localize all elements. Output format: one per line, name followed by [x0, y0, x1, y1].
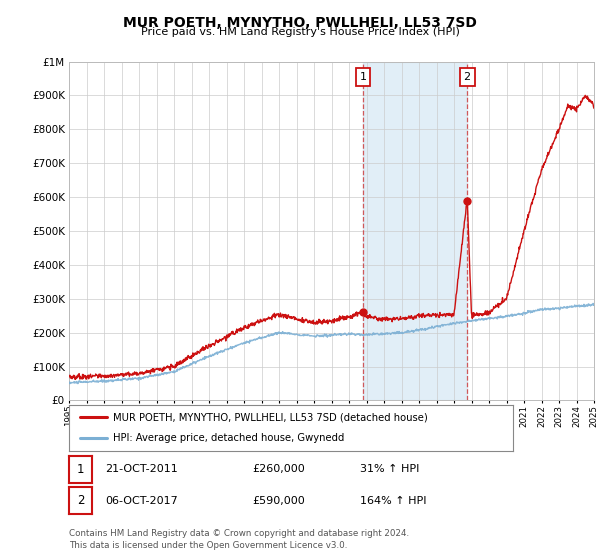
Text: Price paid vs. HM Land Registry's House Price Index (HPI): Price paid vs. HM Land Registry's House …	[140, 27, 460, 37]
Text: 1: 1	[359, 72, 367, 82]
Text: HPI: Average price, detached house, Gwynedd: HPI: Average price, detached house, Gwyn…	[113, 433, 345, 444]
Text: 21-OCT-2011: 21-OCT-2011	[105, 464, 178, 474]
Text: 06-OCT-2017: 06-OCT-2017	[105, 496, 178, 506]
Text: 164% ↑ HPI: 164% ↑ HPI	[360, 496, 427, 506]
Text: 31% ↑ HPI: 31% ↑ HPI	[360, 464, 419, 474]
Text: MUR POETH, MYNYTHO, PWLLHELI, LL53 7SD: MUR POETH, MYNYTHO, PWLLHELI, LL53 7SD	[123, 16, 477, 30]
Text: £260,000: £260,000	[252, 464, 305, 474]
Bar	[363, 62, 467, 400]
Text: 2: 2	[77, 494, 84, 507]
Text: £590,000: £590,000	[252, 496, 305, 506]
Text: 1: 1	[77, 463, 84, 476]
Text: Contains HM Land Registry data © Crown copyright and database right 2024.
This d: Contains HM Land Registry data © Crown c…	[69, 529, 409, 550]
Text: MUR POETH, MYNYTHO, PWLLHELI, LL53 7SD (detached house): MUR POETH, MYNYTHO, PWLLHELI, LL53 7SD (…	[113, 412, 428, 422]
Text: 2: 2	[464, 72, 470, 82]
